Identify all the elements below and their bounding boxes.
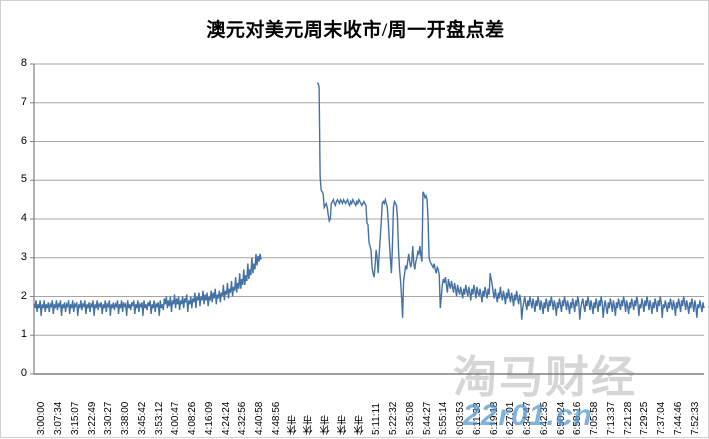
x-tick-label: 5:35:08	[404, 401, 416, 435]
x-tick-label: 休市	[337, 415, 349, 435]
x-tick-label: 6:11:33	[471, 402, 483, 435]
y-tick-label: 1	[20, 328, 27, 341]
x-tick-label: 3:15:07	[69, 401, 81, 435]
x-tick-label: 4:24:24	[220, 401, 232, 435]
x-tick-label: 休市	[354, 415, 366, 435]
x-tick-label: 6:34:47	[522, 401, 534, 435]
y-tick-label: 3	[20, 250, 27, 263]
x-tick-label: 3:22:49	[86, 401, 98, 435]
x-tick-label: 7:44:46	[672, 401, 684, 435]
chart-title: 澳元对美元周末收市/周一开盘点差	[206, 20, 505, 41]
x-tick-label: 4:16:09	[203, 401, 215, 435]
x-tick-label: 4:48:56	[270, 401, 282, 435]
x-tick-label: 休市	[287, 415, 299, 435]
x-tick-label: 3:38:00	[120, 401, 132, 435]
x-tick-label: 6:03:53	[455, 401, 467, 435]
x-tick-label: 6:58:16	[572, 401, 584, 435]
x-tick-label: 3:00:00	[36, 401, 48, 435]
x-tick-label: 4:08:26	[187, 401, 199, 435]
y-tick-label: 8	[20, 57, 27, 69]
x-tick-label: 3:07:34	[53, 401, 65, 435]
y-tick-label: 7	[20, 95, 27, 108]
x-tick-label: 5:44:27	[421, 401, 433, 435]
x-tick-label: 6:42:35	[538, 401, 550, 435]
x-tick-label: 7:05:58	[589, 401, 601, 435]
x-tick-label: 7:29:25	[639, 401, 651, 435]
x-tick-label: 6:50:24	[555, 401, 567, 435]
x-tick-label: 7:21:28	[622, 401, 634, 435]
x-tick-label: 休市	[321, 415, 333, 435]
x-tick-label: 3:30:27	[103, 401, 115, 435]
x-tick-label: 5:11:11	[371, 403, 383, 435]
y-tick-label: 6	[20, 134, 27, 147]
y-tick-label: 5	[20, 173, 27, 186]
x-tick-label: 4:00:47	[170, 401, 182, 435]
axis-lines	[30, 63, 35, 375]
x-tick-label: 6:19:18	[488, 401, 500, 435]
x-tick-label: 6:27:01	[505, 401, 517, 435]
x-tick-label: 5:55:14	[438, 401, 450, 435]
x-tick-label: 4:40:58	[254, 401, 266, 435]
data-series-line	[33, 82, 705, 320]
x-tick-label: 7:37:04	[656, 401, 668, 435]
y-tick-label: 2	[20, 289, 27, 302]
x-tick-label: 4:32:56	[237, 401, 249, 435]
x-tick-label: 休市	[304, 415, 316, 435]
x-tick-label: 3:45:42	[136, 401, 148, 435]
x-tick-label: 3:53:12	[153, 401, 165, 435]
y-tick-label: 0	[20, 367, 27, 379]
gridlines	[34, 63, 704, 375]
x-tick-label: 7:13:37	[605, 401, 617, 435]
x-tick-label: 7:52:33	[689, 401, 701, 435]
y-tick-label: 4	[20, 212, 27, 224]
x-tick-label: 5:22:32	[388, 401, 400, 435]
